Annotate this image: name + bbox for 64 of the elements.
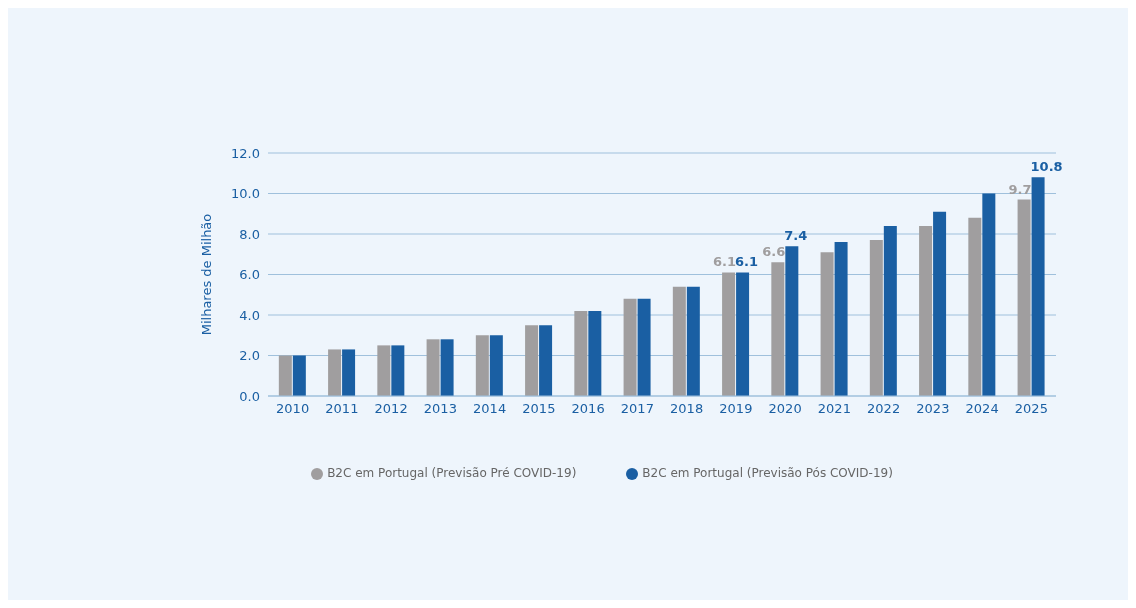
bar [637, 298, 651, 396]
bar [342, 349, 356, 396]
bar [426, 339, 440, 396]
bar [686, 286, 700, 396]
bar [539, 325, 553, 396]
y-tick-label: 8.0 [239, 226, 260, 242]
x-tick-label: 2023 [916, 401, 950, 417]
bar [292, 355, 306, 396]
bar [785, 246, 799, 396]
bar [933, 211, 947, 396]
x-tick-label: 2016 [571, 401, 605, 417]
bar [919, 225, 933, 396]
bar [834, 242, 848, 396]
bar [440, 339, 454, 396]
data-label: 9.7 [1008, 181, 1032, 197]
data-label: 7.4 [784, 228, 808, 244]
y-tick-label: 12.0 [231, 145, 260, 161]
bar [736, 272, 750, 396]
bar [1017, 199, 1031, 396]
data-label: 6.1 [735, 254, 759, 270]
bar [722, 272, 736, 396]
x-tick-label: 2025 [1014, 401, 1048, 417]
x-tick-label: 2014 [473, 401, 507, 417]
x-tick-label: 2018 [670, 401, 704, 417]
legend-label: B2C em Portugal (Previsão Pré COVID-19) [327, 466, 577, 480]
bar [588, 310, 602, 396]
data-label: 10.8 [1030, 159, 1063, 175]
y-tick-label: 4.0 [239, 307, 260, 323]
bar [489, 335, 503, 396]
x-tick-label: 2019 [719, 401, 753, 417]
x-tick-label: 2020 [768, 401, 802, 417]
bar [1031, 177, 1045, 396]
y-axis-title: Milhares de Milhão [198, 213, 214, 336]
bar [574, 310, 588, 396]
x-tick-label: 2021 [817, 401, 851, 417]
data-label: 6.6 [762, 244, 786, 260]
y-tick-label: 2.0 [239, 348, 260, 364]
x-tick-label: 2013 [423, 401, 457, 417]
bar [820, 252, 834, 396]
x-tick-label: 2010 [276, 401, 310, 417]
bar [771, 262, 785, 396]
x-tick-label: 2012 [374, 401, 408, 417]
bar [968, 217, 982, 396]
x-tick-label: 2022 [867, 401, 901, 417]
x-tick-label: 2015 [522, 401, 556, 417]
bar [328, 349, 342, 396]
y-tick-label: 6.0 [239, 267, 260, 283]
x-tick-label: 2017 [620, 401, 654, 417]
bar [525, 325, 539, 396]
bar [278, 355, 292, 396]
x-tick-label: 2011 [325, 401, 359, 417]
y-tick-label: 10.0 [231, 186, 260, 202]
bar [377, 345, 391, 396]
bar [391, 345, 405, 396]
bar [672, 286, 686, 396]
data-label: 6.1 [713, 254, 737, 270]
y-tick-label: 0.0 [239, 388, 260, 404]
bar [475, 335, 489, 396]
bar [623, 298, 637, 396]
bar [883, 225, 897, 396]
legend-label: B2C em Portugal (Previsão Pós COVID-19) [642, 466, 893, 480]
bar [869, 240, 883, 396]
bar [982, 193, 996, 396]
x-tick-label: 2024 [965, 401, 999, 417]
